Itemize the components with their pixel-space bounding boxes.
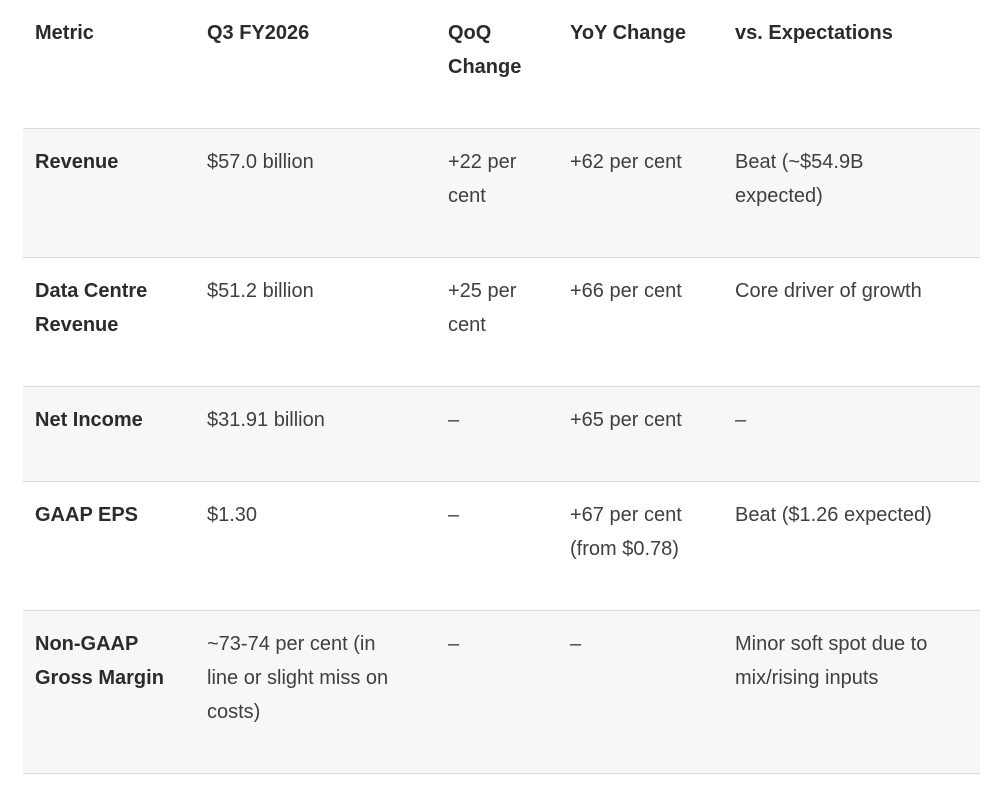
cell-q3: ~73-74 per cent (in line or slight miss … <box>195 610 436 774</box>
cell-qoq: +22 per cent <box>436 128 558 258</box>
column-header-metric: Metric <box>23 0 195 129</box>
cell-vs: Beat (~$54.9B expected) <box>723 128 980 258</box>
header-row: Metric Q3 FY2026 QoQ Change YoY Change v… <box>23 0 980 129</box>
cell-yoy: +67 per cent (from $0.78) <box>558 481 723 611</box>
table-row: Revenue $57.0 billion +22 per cent +62 per … <box>23 128 980 258</box>
cell-vs: – <box>723 386 980 482</box>
cell-metric: Net Income <box>23 386 195 482</box>
column-header-yoy-change: YoY Change <box>558 0 723 129</box>
cell-qoq: – <box>436 610 558 774</box>
table-row: Net Income $31.91 billion – +65 per cent – <box>23 386 980 482</box>
cell-q3: $57.0 billion <box>195 128 436 258</box>
column-header-q3-fy2026: Q3 FY2026 <box>195 0 436 129</box>
cell-qoq: – <box>436 386 558 482</box>
cell-yoy: +62 per cent <box>558 128 723 258</box>
table-row: Non-GAAP Gross Margin ~73-74 per cent (in… <box>23 610 980 774</box>
cell-vs: Minor soft spot due to mix/rising inputs <box>723 610 980 774</box>
table-row: GAAP EPS $1.30– +67 per cent (from $0.78) B… <box>23 481 980 611</box>
cell-metric: Non-GAAP Gross Margin <box>23 610 195 774</box>
cell-qoq: +25 per cent <box>436 257 558 387</box>
cell-qoq: – <box>436 481 558 611</box>
cell-q3: $31.91 billion <box>195 386 436 482</box>
financial-results-table: Metric Q3 FY2026 QoQ Change YoY Change v… <box>23 0 980 774</box>
cell-metric: Data Centre Revenue <box>23 257 195 387</box>
cell-yoy: – <box>558 610 723 774</box>
cell-metric: GAAP EPS <box>23 481 195 611</box>
cell-yoy: +65 per cent <box>558 386 723 482</box>
table-row: Data Centre Revenue $51.2 billion +25 per … <box>23 257 980 387</box>
cell-yoy: +66 per cent <box>558 257 723 387</box>
cell-vs: Beat ($1.26 expected) <box>723 481 980 611</box>
cell-q3: $1.30 <box>195 481 436 611</box>
column-header-qoq-change: QoQ Change <box>436 0 558 129</box>
cell-metric: Revenue <box>23 128 195 258</box>
cell-vs: Core driver of growth <box>723 257 980 387</box>
cell-q3: $51.2 billion <box>195 257 436 387</box>
column-header-vs-expectations: vs. Expectations <box>723 0 980 129</box>
